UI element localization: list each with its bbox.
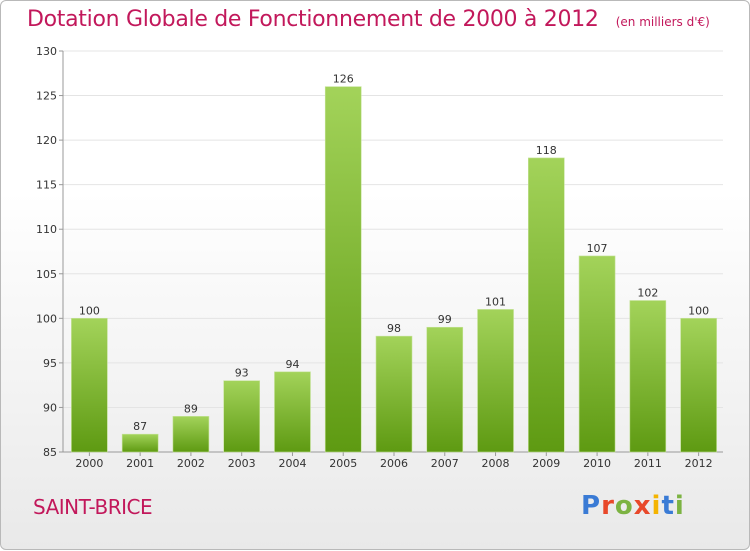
bar-2008	[477, 309, 514, 453]
bar-2001	[121, 433, 159, 453]
x-tick-label: 2004	[278, 457, 306, 470]
value-label: 94	[285, 358, 299, 371]
y-tick-label: 115	[36, 179, 57, 192]
value-label: 89	[184, 402, 198, 415]
value-label: 87	[133, 420, 147, 433]
x-tick-label: 2008	[482, 457, 510, 470]
bar-2007	[426, 326, 464, 453]
value-label: 98	[387, 322, 401, 335]
bar-2002	[172, 416, 210, 453]
value-label: 93	[235, 367, 249, 380]
bar-2012	[680, 318, 717, 453]
y-tick-label: 95	[43, 357, 57, 370]
value-label: 99	[438, 313, 452, 326]
y-tick-label: 90	[43, 401, 57, 414]
x-tick-label: 2010	[583, 457, 611, 470]
y-tick-label: 120	[36, 134, 57, 147]
value-label: 107	[587, 242, 608, 255]
x-tick-label: 2002	[177, 457, 205, 470]
value-label: 100	[688, 304, 709, 317]
y-tick-label: 110	[36, 223, 57, 236]
bar-2005	[324, 86, 362, 453]
bar-2004	[274, 371, 311, 453]
x-tick-label: 2011	[634, 457, 662, 470]
value-label: 101	[485, 295, 506, 308]
x-tick-label: 2007	[431, 457, 459, 470]
bar-2003	[223, 380, 260, 453]
value-label: 126	[333, 73, 354, 86]
commune-name: SAINT-BRICE	[33, 495, 153, 519]
bar-2000	[71, 318, 108, 453]
x-tick-label: 2012	[685, 457, 713, 470]
bar-2009	[528, 157, 565, 453]
title-row: Dotation Globale de Fonctionnement de 20…	[27, 7, 710, 32]
y-tick-label: 100	[36, 312, 57, 325]
value-label: 118	[536, 144, 557, 157]
x-tick-label: 2003	[228, 457, 256, 470]
proxiti-logo[interactable]: Proxiti	[581, 491, 685, 521]
value-label: 100	[79, 304, 100, 317]
data-labels: 100 87 89 93 94 126 98 99 101 118 107 102 100	[79, 73, 709, 434]
chart-title: Dotation Globale de Fonctionnement de 20…	[27, 7, 599, 32]
y-tick-label: 85	[43, 446, 57, 459]
bar-2010	[578, 255, 616, 453]
bar-2011	[629, 300, 667, 453]
x-tick-label: 2005	[329, 457, 357, 470]
bar-2006	[375, 335, 413, 453]
bars	[71, 86, 717, 453]
x-tick-label: 2000	[75, 457, 103, 470]
y-tick-label: 105	[36, 268, 57, 281]
y-tick-label: 130	[36, 45, 57, 58]
value-label: 102	[637, 287, 658, 300]
x-tick-label: 2001	[126, 457, 154, 470]
axes: 85 90 95 100 105 110 115 120 125 130 2000 2001 2002 2…	[36, 45, 723, 470]
x-tick-label: 2006	[380, 457, 408, 470]
y-tick-label: 125	[36, 90, 57, 103]
x-tick-label: 2009	[532, 457, 560, 470]
chart-subtitle: (en milliers d'€)	[615, 15, 710, 29]
